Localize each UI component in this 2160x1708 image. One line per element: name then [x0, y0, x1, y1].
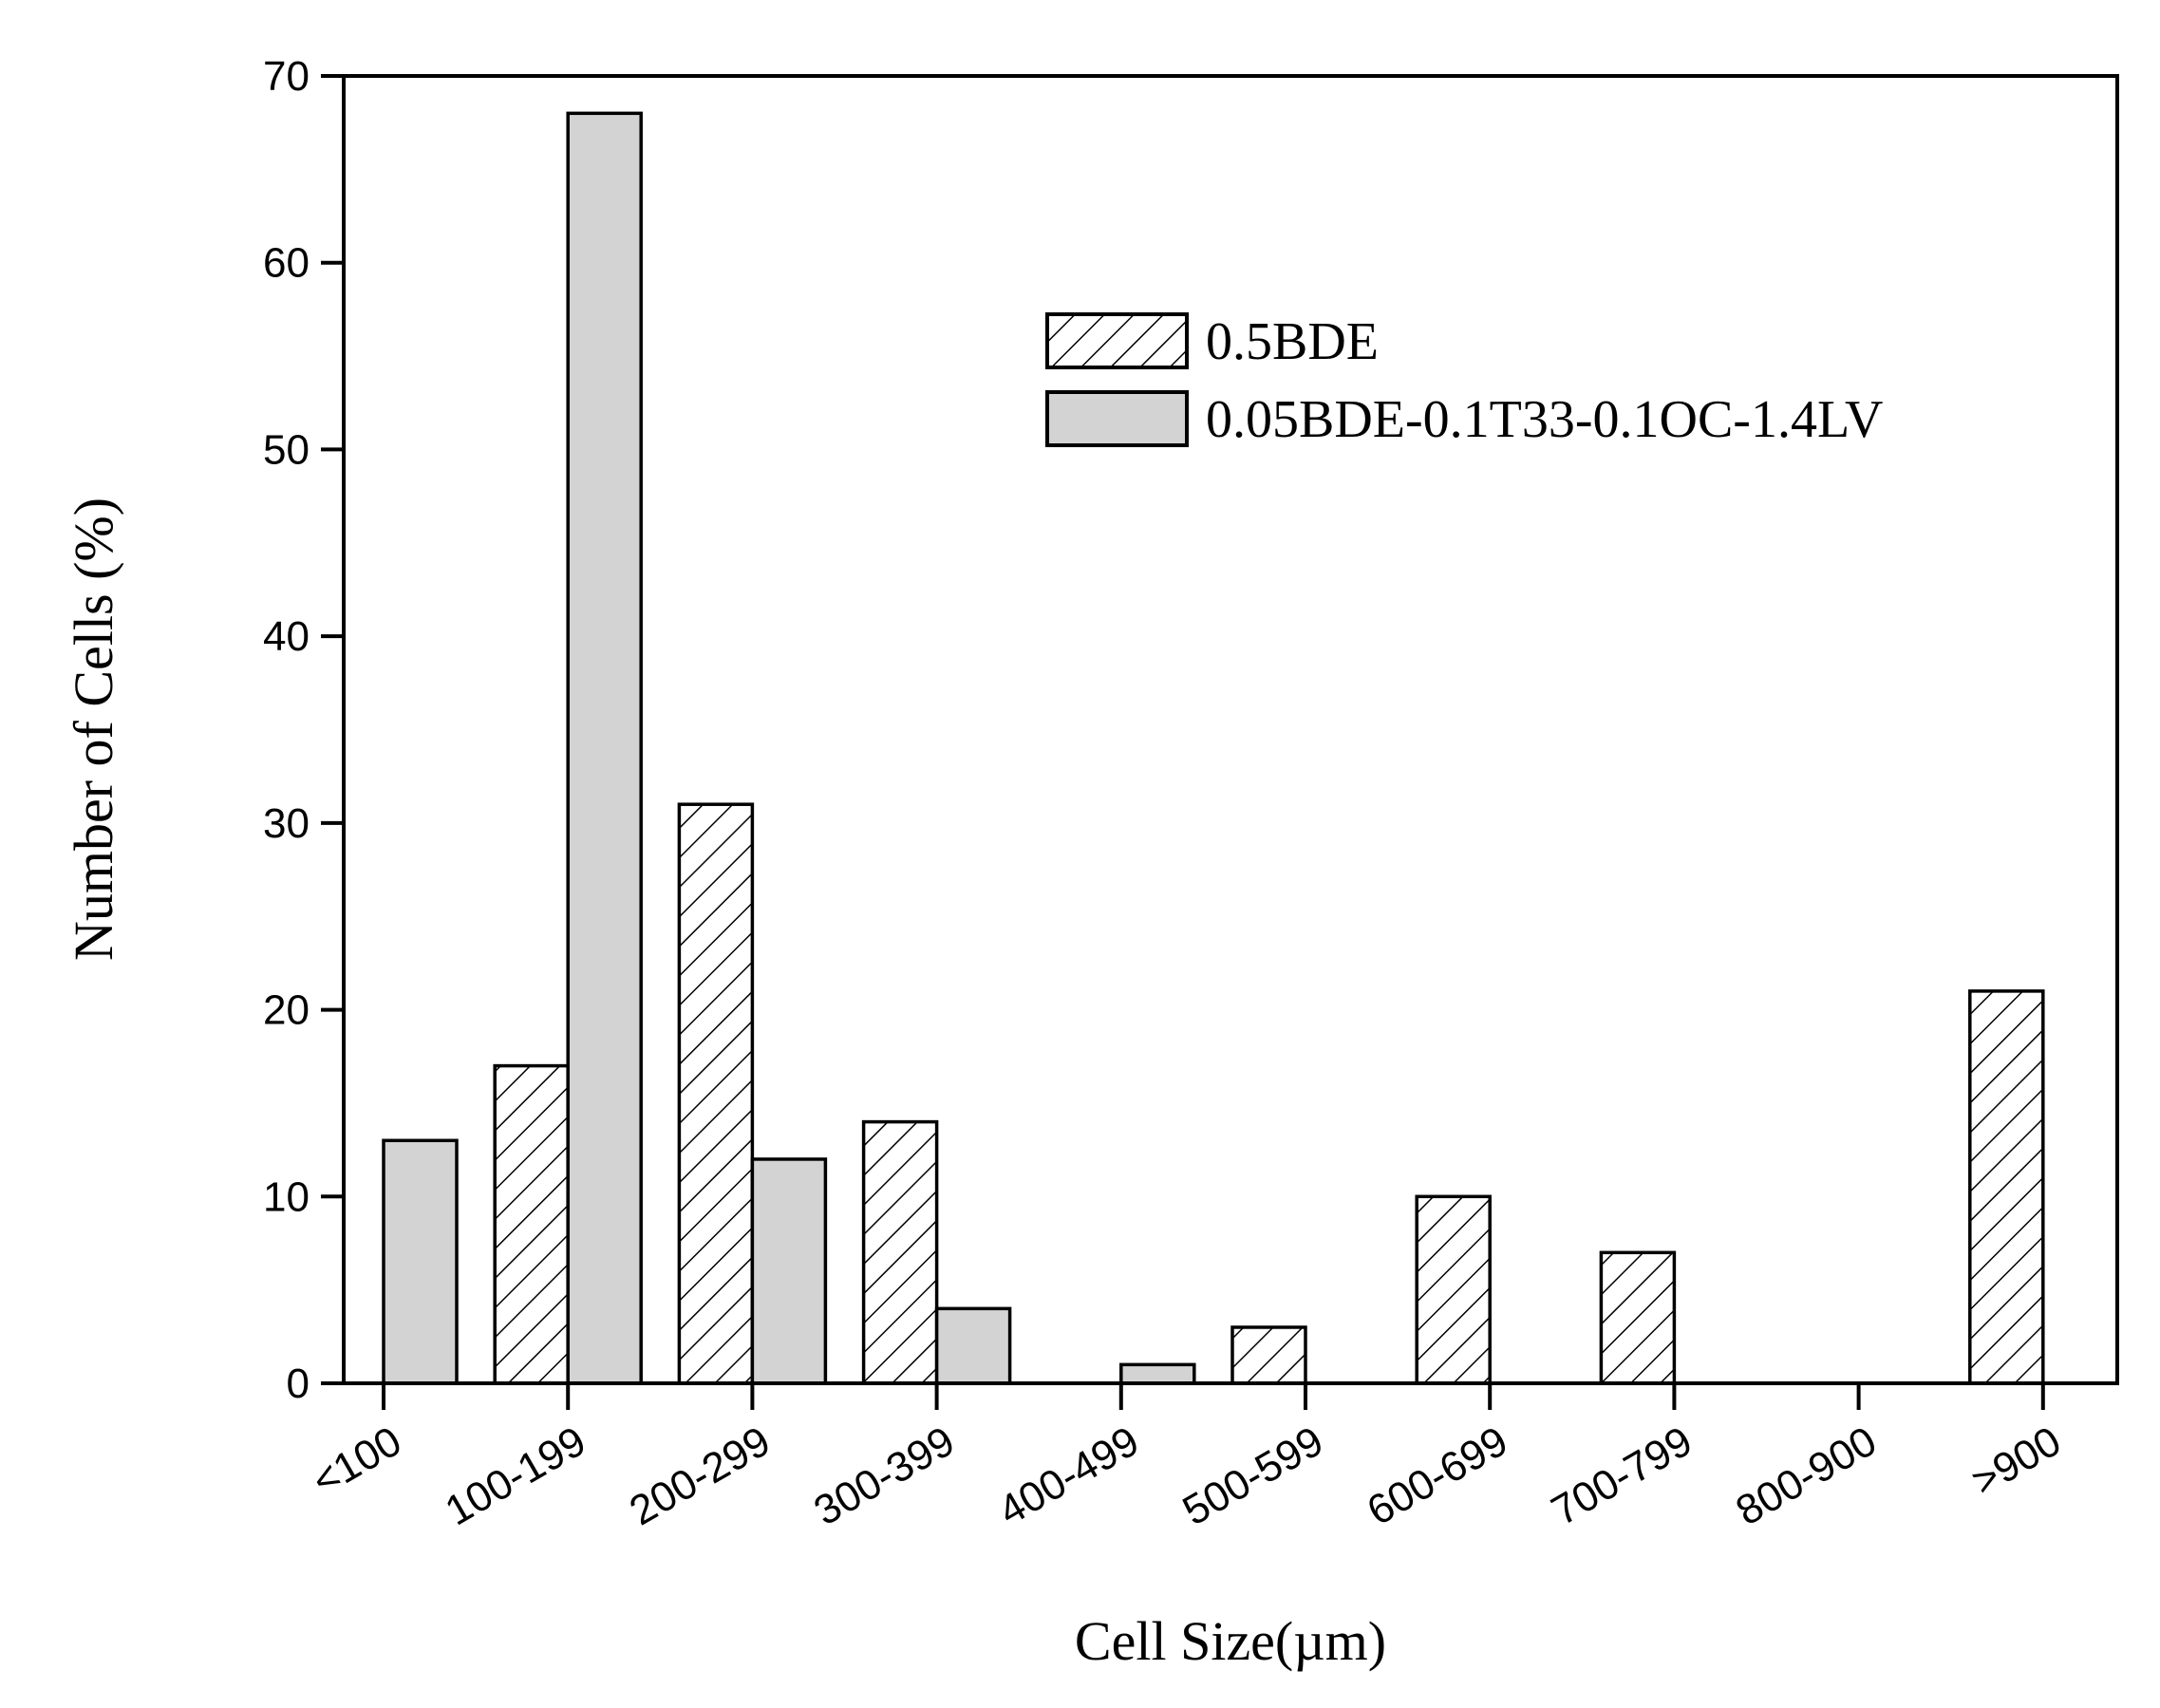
- y-tick-label: 20: [263, 987, 310, 1034]
- y-tick-label: 40: [263, 613, 310, 660]
- y-tick-label: 50: [263, 426, 310, 473]
- x-tick-label: 300-399: [806, 1417, 962, 1534]
- y-tick-label: 70: [263, 53, 310, 100]
- y-axis-title: Number of Cells (%): [63, 497, 124, 961]
- x-tick-label: 100-199: [438, 1417, 593, 1534]
- y-tick-label: 30: [263, 800, 310, 847]
- bar-composite-4: [1121, 1364, 1194, 1383]
- y-tick-label: 0: [287, 1361, 310, 1407]
- legend-swatch-0-5bde: [1047, 314, 1187, 367]
- bars-layer: [384, 113, 2043, 1383]
- x-tick-label: <100: [305, 1417, 409, 1505]
- y-tick-label: 10: [263, 1173, 310, 1220]
- legend-label-composite: 0.05BDE-0.1T33-0.1OC-1.4LV: [1206, 390, 1883, 449]
- x-tick-label: 700-799: [1544, 1417, 1700, 1534]
- legend: 0.5BDE 0.05BDE-0.1T33-0.1OC-1.4LV: [1047, 312, 1883, 449]
- bar-bde-2: [679, 804, 752, 1383]
- x-axis-title: Cell Size(µm): [1075, 1610, 1386, 1672]
- x-tick-label: 600-699: [1360, 1417, 1515, 1534]
- bar-composite-3: [937, 1308, 1010, 1383]
- bar-bde-1: [495, 1066, 568, 1383]
- bar-bde-7: [1601, 1252, 1674, 1383]
- y-tick-label: 60: [263, 240, 310, 287]
- bar-bde-5: [1232, 1327, 1305, 1383]
- bar-composite-2: [752, 1159, 825, 1383]
- y-axis: 0 10 20 30 40 50 60 70: [263, 53, 344, 1407]
- bar-composite-0: [384, 1140, 457, 1383]
- x-tick-label: 400-499: [990, 1417, 1146, 1534]
- x-tick-label: >900: [1963, 1417, 2068, 1505]
- x-tick-label: 200-299: [622, 1417, 778, 1534]
- bar-bde-6: [1417, 1196, 1490, 1383]
- legend-swatch-composite: [1047, 392, 1187, 445]
- x-axis: <100 100-199 200-299 300-399 400-499 500-599 6…: [305, 1383, 2069, 1534]
- bar-bde-3: [864, 1122, 937, 1383]
- bar-composite-1: [568, 113, 641, 1383]
- x-tick-label: 800-900: [1728, 1417, 1884, 1534]
- bar-bde-9: [1970, 991, 2043, 1383]
- x-tick-label: 500-599: [1175, 1417, 1331, 1534]
- legend-label-0-5bde: 0.5BDE: [1206, 312, 1379, 371]
